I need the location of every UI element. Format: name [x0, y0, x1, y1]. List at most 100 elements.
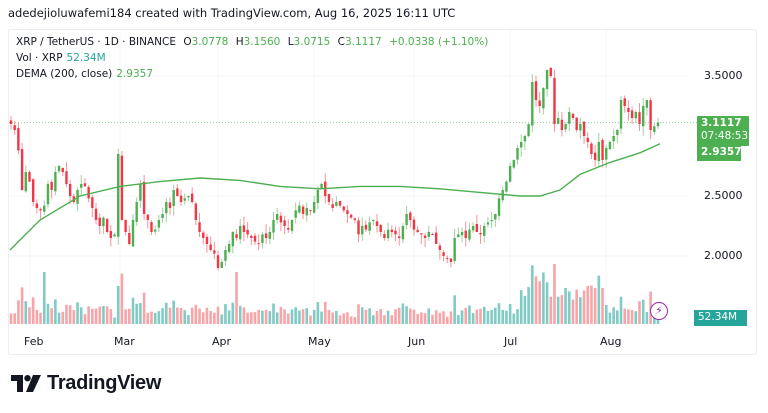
- candle-body: [31, 179, 35, 202]
- candle-body: [593, 152, 597, 160]
- volume-bar: [312, 309, 316, 324]
- volume-bar: [553, 264, 556, 324]
- candle-body: [342, 206, 345, 211]
- volume-bar: [519, 290, 523, 324]
- candle-body: [24, 172, 27, 192]
- candle-body: [398, 236, 401, 238]
- bar-countdown: 07:48:53: [701, 130, 749, 142]
- volume-bar: [604, 304, 608, 324]
- candle-body: [161, 214, 164, 219]
- volume-bar: [153, 312, 157, 324]
- candle-body: [361, 226, 364, 235]
- candle-body: [538, 100, 541, 106]
- candle-body: [475, 223, 479, 232]
- legend-volume-row: Vol · XRP 52.34M: [16, 50, 488, 66]
- volume-bar: [179, 307, 183, 324]
- volume-bar: [261, 310, 264, 324]
- candle-body: [549, 67, 552, 76]
- volume-bar: [431, 314, 434, 324]
- volume-bar: [471, 313, 475, 324]
- legend-close-value: 3.1117: [344, 36, 382, 48]
- candle-body: [460, 232, 464, 236]
- volume-bar: [286, 313, 290, 324]
- candle-body: [357, 220, 360, 235]
- volume-bar: [335, 310, 338, 324]
- volume-bar: [231, 302, 235, 324]
- volume-bar: [272, 303, 275, 324]
- tradingview-wordmark: TradingView: [47, 372, 162, 394]
- volume-bar: [445, 316, 449, 324]
- volume-bar: [438, 312, 442, 324]
- candle-body: [630, 110, 634, 118]
- volume-bar: [364, 309, 368, 324]
- candle-body: [205, 236, 209, 244]
- candle-body: [590, 143, 593, 154]
- volume-bar: [534, 276, 538, 324]
- volume-bar: [360, 307, 364, 324]
- candle-body: [327, 194, 331, 202]
- lightning-icon[interactable]: ⚡: [650, 302, 668, 320]
- candle-body: [571, 113, 575, 118]
- candle-body: [553, 77, 556, 124]
- candle-body: [479, 232, 482, 235]
- candle-body: [43, 205, 46, 212]
- candle-body: [582, 121, 586, 136]
- volume-bar: [176, 307, 179, 324]
- tradingview-logo[interactable]: TradingView: [11, 372, 161, 395]
- candle-body: [523, 136, 527, 142]
- candle-body: [545, 70, 549, 90]
- candle-body: [531, 82, 534, 126]
- volume-bar: [301, 309, 305, 324]
- volume-bar: [560, 295, 564, 324]
- candle-body: [17, 128, 20, 151]
- current-price-tag: 3.1117 07:48:53: [697, 116, 749, 146]
- volume-bar: [368, 308, 371, 324]
- candle-body: [649, 100, 652, 130]
- candle-body: [224, 250, 227, 261]
- candle-body: [113, 234, 116, 237]
- volume-bar: [161, 308, 164, 324]
- volume-bar: [449, 311, 453, 324]
- volume-bar: [17, 300, 20, 324]
- candle-body: [209, 244, 212, 250]
- candle-body: [405, 214, 408, 226]
- volume-bar: [457, 315, 460, 324]
- candle-body: [512, 160, 516, 168]
- candle-body: [120, 155, 124, 220]
- candle-body: [335, 202, 338, 206]
- candle-body: [61, 167, 64, 172]
- candle-body: [534, 81, 538, 100]
- candle-body: [634, 112, 638, 119]
- volume-bar: [250, 312, 253, 324]
- volume-bar: [564, 288, 567, 324]
- candle-body: [586, 137, 589, 142]
- volume-bar: [120, 273, 124, 324]
- volume-bar: [645, 312, 649, 324]
- candle-body: [87, 187, 90, 199]
- candle-body: [187, 196, 190, 198]
- candle-body: [434, 232, 438, 244]
- legend-low-value: 3.0715: [293, 36, 331, 48]
- volume-bar: [20, 287, 24, 324]
- volume-bar: [427, 308, 431, 324]
- volume-bar: [556, 296, 560, 324]
- volume-bar: [61, 311, 65, 324]
- candle-body: [135, 202, 138, 222]
- candle-body: [520, 142, 523, 148]
- volume-bar: [294, 307, 297, 324]
- volume-bar: [157, 311, 161, 324]
- volume-bar: [9, 313, 13, 324]
- volume-bar: [567, 291, 571, 324]
- volume-bar: [290, 309, 294, 324]
- candle-body: [157, 220, 161, 228]
- volume-bar: [227, 310, 231, 324]
- volume-bar: [124, 309, 127, 324]
- volume-bar: [408, 308, 412, 324]
- candle-body: [427, 232, 430, 237]
- candle-body: [483, 226, 486, 236]
- volume-bar: [353, 316, 357, 324]
- candle-body: [527, 124, 530, 137]
- volume-tag: 52.34M: [694, 310, 747, 326]
- volume-bar: [28, 307, 31, 324]
